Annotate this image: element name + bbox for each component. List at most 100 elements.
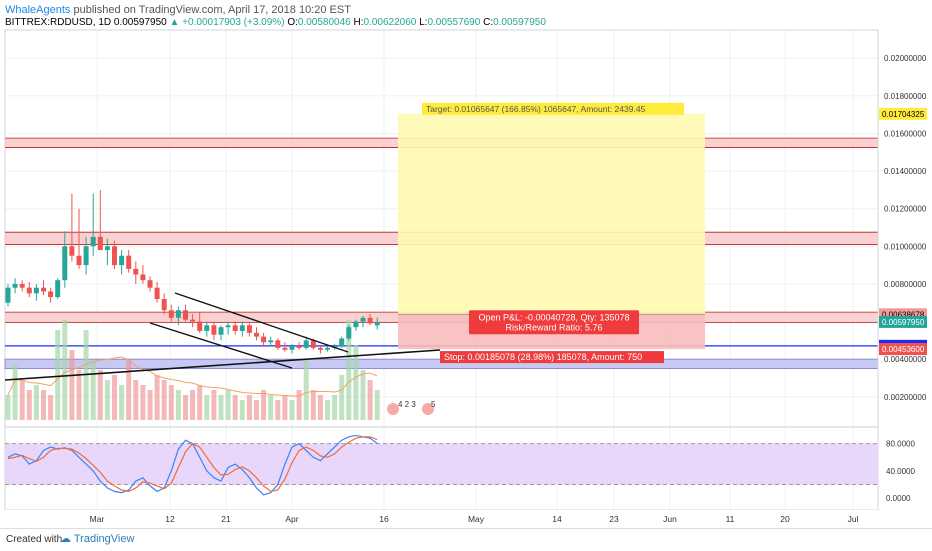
- candlesticks: [5, 189, 380, 354]
- candle-body: [317, 347, 323, 350]
- time-tick-label: Mar: [90, 514, 105, 524]
- time-axis-bg: [5, 510, 878, 526]
- candle-body: [346, 327, 352, 339]
- volume-bar: [104, 380, 110, 420]
- candle-body: [353, 321, 359, 328]
- price-tick-label: 0.01200000: [884, 205, 927, 214]
- volume-bar: [325, 400, 330, 420]
- time-tick-label: May: [468, 514, 485, 524]
- volume-bar: [41, 390, 46, 420]
- earnings-icon-1[interactable]: 4 2 3: [387, 400, 416, 415]
- volume-bar: [374, 390, 380, 420]
- candle-body: [168, 310, 174, 318]
- volume-bars: [5, 320, 380, 420]
- time-tick-label: 23: [609, 514, 619, 524]
- close-value: 0.00597950: [493, 17, 546, 28]
- candle-body: [360, 317, 366, 322]
- candle-body: [140, 274, 146, 281]
- time-tick-label: 11: [726, 514, 735, 524]
- volume-bar: [97, 370, 103, 420]
- candle-body: [268, 340, 274, 343]
- falling-wedge-upper-line[interactable]: [174, 292, 349, 353]
- time-tick-label: 16: [379, 514, 389, 524]
- price-tick-label: 0.01600000: [884, 129, 927, 138]
- target-label-bg: [422, 102, 684, 115]
- volume-bar: [275, 400, 281, 420]
- tradingview-logo[interactable]: ☁ TradingView: [60, 533, 135, 545]
- candle-body: [161, 298, 167, 311]
- candle-body: [62, 246, 68, 281]
- volume-bar: [12, 365, 18, 420]
- candle-body: [239, 325, 245, 331]
- symbol-line: BITTREX:RDDUSD, 1D 0.00597950 ▲ +0.00017…: [5, 17, 546, 28]
- candle-body: [282, 347, 288, 350]
- volume-bar: [119, 385, 125, 420]
- high-value: 0.00622060: [363, 17, 417, 28]
- volume-bar: [197, 385, 203, 420]
- volume-bar: [5, 395, 11, 420]
- stoch-band: [5, 443, 878, 485]
- price-tag[interactable]: 0.00597950: [882, 318, 925, 327]
- volume-bar: [317, 395, 323, 420]
- candle-body: [254, 332, 259, 337]
- price-tick-label: 0.01400000: [884, 167, 927, 176]
- candle-body: [339, 338, 345, 346]
- price-axis[interactable]: 0.02000000 0.01800000 0.01600000 0.01400000…: [877, 30, 932, 510]
- volume-bar: [175, 390, 181, 420]
- pnl-label-bg: [469, 310, 639, 335]
- long-term-support-line[interactable]: [4, 349, 441, 381]
- volume-bar: [168, 385, 174, 420]
- change-arrow-icon: ▲: [169, 17, 180, 28]
- candle-body: [218, 327, 224, 335]
- stop-label-bg: [440, 351, 664, 364]
- long-position-tool[interactable]: Target: 0.01065647 (166.85%) 1065647, Am…: [398, 102, 705, 364]
- candle-body: [296, 346, 302, 348]
- stoch-d-line: [7, 436, 378, 493]
- price-tag[interactable]: 0.01704325: [882, 110, 925, 119]
- close-label: C:: [483, 17, 494, 28]
- price-tag[interactable]: 0.00453600: [882, 345, 925, 354]
- candle-body: [83, 246, 89, 266]
- falling-wedge-lower-line[interactable]: [149, 322, 293, 369]
- volume-bar: [232, 395, 238, 420]
- price-tag[interactable]: 0.00638678: [882, 310, 925, 319]
- volume-bar: [90, 360, 96, 420]
- volume-bar: [76, 370, 82, 420]
- footer-bar: Created with ☁ TradingView: [0, 528, 932, 551]
- price-tag-bg: [879, 343, 927, 356]
- candle-body: [48, 291, 54, 298]
- candle-body: [19, 283, 25, 288]
- candle-body: [119, 255, 125, 266]
- volume-bar: [48, 395, 54, 420]
- candle-body: [190, 319, 196, 322]
- price-tag-bg: [879, 107, 927, 120]
- publish-info: published on TradingView.com, April 17, …: [73, 4, 351, 16]
- price-tick-label: 0.00800000: [884, 280, 927, 289]
- event-markers[interactable]: 4 2 3 5: [387, 400, 436, 415]
- volume-bar: [147, 390, 153, 420]
- volume-bar: [26, 390, 32, 420]
- symbol-name[interactable]: BITTREX:RDDUSD, 1D: [5, 17, 112, 28]
- volume-bar: [261, 390, 267, 420]
- author-name[interactable]: WhaleAgents: [5, 4, 71, 16]
- svg-text:4 2 3: 4 2 3: [398, 400, 416, 409]
- volume-bar: [246, 395, 252, 420]
- target-zone: [398, 113, 705, 315]
- volume-bar: [353, 345, 359, 420]
- candle-body: [183, 310, 188, 320]
- trendlines[interactable]: [4, 292, 441, 381]
- candle-body: [26, 287, 32, 294]
- volume-bar: [183, 395, 188, 420]
- candle-body: [126, 255, 132, 269]
- price-tick-label: 0.02000000: [884, 54, 927, 63]
- volume-bar: [126, 360, 132, 420]
- candle-body: [97, 236, 103, 251]
- volume-bar: [62, 320, 68, 420]
- time-axis[interactable]: Mar 12 21 Apr 16 May 14 23 Jun 11 20 Jul: [5, 510, 878, 526]
- earnings-icon-2[interactable]: 5: [422, 400, 436, 415]
- time-tick-label: 21: [221, 514, 231, 524]
- candle-body: [154, 287, 160, 299]
- open-value: 0.00580046: [297, 17, 351, 28]
- volume-bar: [332, 395, 338, 420]
